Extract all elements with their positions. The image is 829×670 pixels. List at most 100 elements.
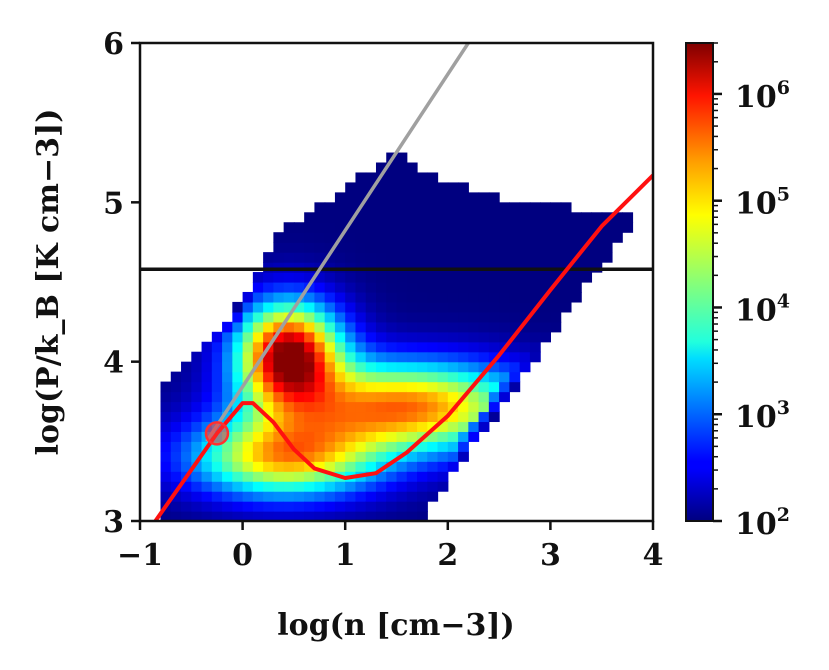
heatmap-cell	[242, 331, 254, 343]
heatmap-cell	[540, 242, 551, 253]
heatmap-cell	[406, 401, 418, 413]
heatmap-cell	[406, 431, 418, 442]
heatmap-cell	[375, 232, 387, 243]
heatmap-cell	[406, 301, 418, 313]
heatmap-cell	[488, 291, 500, 303]
heatmap-cell	[468, 321, 480, 333]
heatmap-cell	[427, 222, 439, 233]
heatmap-cell	[345, 252, 357, 263]
heatmap-cell	[611, 232, 623, 243]
heatmap-cell	[427, 311, 439, 323]
heatmap-cell	[355, 431, 367, 442]
heatmap-cell	[314, 252, 326, 263]
heatmap-cell	[499, 291, 510, 303]
heatmap-cell	[375, 391, 387, 403]
heatmap-cell	[447, 411, 459, 423]
heatmap-cell	[283, 301, 295, 313]
heatmap-cell	[293, 351, 305, 363]
heatmap-cell	[468, 252, 480, 263]
heatmap-cell	[314, 212, 326, 223]
heatmap-cell	[447, 331, 459, 343]
heatmap-cell	[222, 411, 233, 423]
heatmap-cell	[355, 351, 367, 363]
heatmap-cell	[273, 371, 285, 383]
heatmap-cell	[181, 401, 192, 413]
heatmap-cell	[375, 381, 387, 393]
heatmap-cell	[273, 242, 285, 253]
heatmap-cell	[314, 411, 326, 423]
heatmap-cell	[458, 331, 469, 343]
heatmap-cell	[386, 461, 398, 472]
heatmap-cell	[406, 371, 418, 383]
heatmap-cell	[365, 212, 377, 223]
heatmap-cell	[345, 361, 357, 373]
heatmap-cell	[283, 441, 295, 452]
heatmap-cell	[293, 242, 305, 253]
heatmap-cell	[365, 202, 377, 213]
heatmap-cell	[201, 451, 213, 462]
heatmap-cell	[355, 282, 367, 293]
heatmap-cell	[355, 232, 367, 243]
heatmap-cell	[509, 262, 521, 273]
heatmap-cell	[232, 491, 244, 502]
heatmap-cell	[232, 321, 244, 333]
heatmap-cell	[468, 421, 480, 432]
heatmap-cell	[222, 371, 233, 383]
heatmap-cell	[396, 222, 408, 233]
heatmap-cell	[252, 272, 264, 283]
heatmap-cell	[314, 461, 326, 472]
heatmap-cell	[529, 341, 541, 353]
heatmap-cell	[345, 242, 357, 253]
heatmap-cell	[324, 291, 336, 303]
heatmap-cell	[273, 331, 285, 343]
heatmap-cell	[458, 371, 469, 383]
heatmap-cell	[386, 331, 398, 343]
heatmap-cell	[304, 341, 316, 353]
heatmap-cell	[581, 252, 593, 263]
heatmap-cell	[304, 411, 316, 423]
heatmap-cell	[386, 172, 398, 184]
heatmap-cell	[427, 401, 439, 413]
heatmap-cell	[417, 511, 428, 521]
heatmap-cell	[232, 501, 244, 512]
heatmap-cell	[263, 481, 274, 492]
heatmap-cell	[160, 431, 172, 442]
heatmap-cell	[396, 421, 408, 432]
heatmap-cell	[304, 371, 316, 383]
heatmap-cell	[304, 232, 316, 243]
heatmap-cell	[283, 291, 295, 303]
heatmap-cell	[365, 411, 377, 423]
heatmap-cell	[222, 471, 233, 482]
heatmap-cell	[263, 311, 274, 323]
heatmap-cell	[201, 391, 213, 403]
heatmap-cell	[396, 511, 408, 521]
heatmap-cell	[396, 411, 408, 423]
heatmap-cell	[345, 431, 357, 442]
heatmap-cell	[529, 282, 541, 293]
colorbar-tick-label: 102	[735, 504, 790, 542]
heatmap-cell	[304, 501, 316, 512]
heatmap-cell	[447, 291, 459, 303]
heatmap-cell	[252, 291, 264, 303]
heatmap-cell	[488, 272, 500, 283]
heatmap-cell	[406, 311, 418, 323]
heatmap-cell	[252, 471, 264, 482]
heatmap-cell	[304, 291, 316, 303]
heatmap-cell	[560, 291, 572, 303]
heatmap-cell	[283, 361, 295, 373]
heatmap-cell	[355, 311, 367, 323]
heatmap-cell	[201, 401, 213, 413]
heatmap-cell	[252, 411, 264, 423]
heatmap-cell	[437, 282, 449, 293]
heatmap-cell	[355, 172, 367, 184]
heatmap-cell	[324, 301, 336, 313]
heatmap-cell	[170, 431, 182, 442]
heatmap-cell	[447, 351, 459, 363]
heatmap-cell	[181, 481, 192, 492]
heatmap-cell	[314, 272, 326, 283]
heatmap-cell	[160, 481, 172, 492]
heatmap-cell	[263, 291, 274, 303]
heatmap-cell	[181, 461, 192, 472]
heatmap-cell	[447, 222, 459, 233]
heatmap-cell	[375, 431, 387, 442]
